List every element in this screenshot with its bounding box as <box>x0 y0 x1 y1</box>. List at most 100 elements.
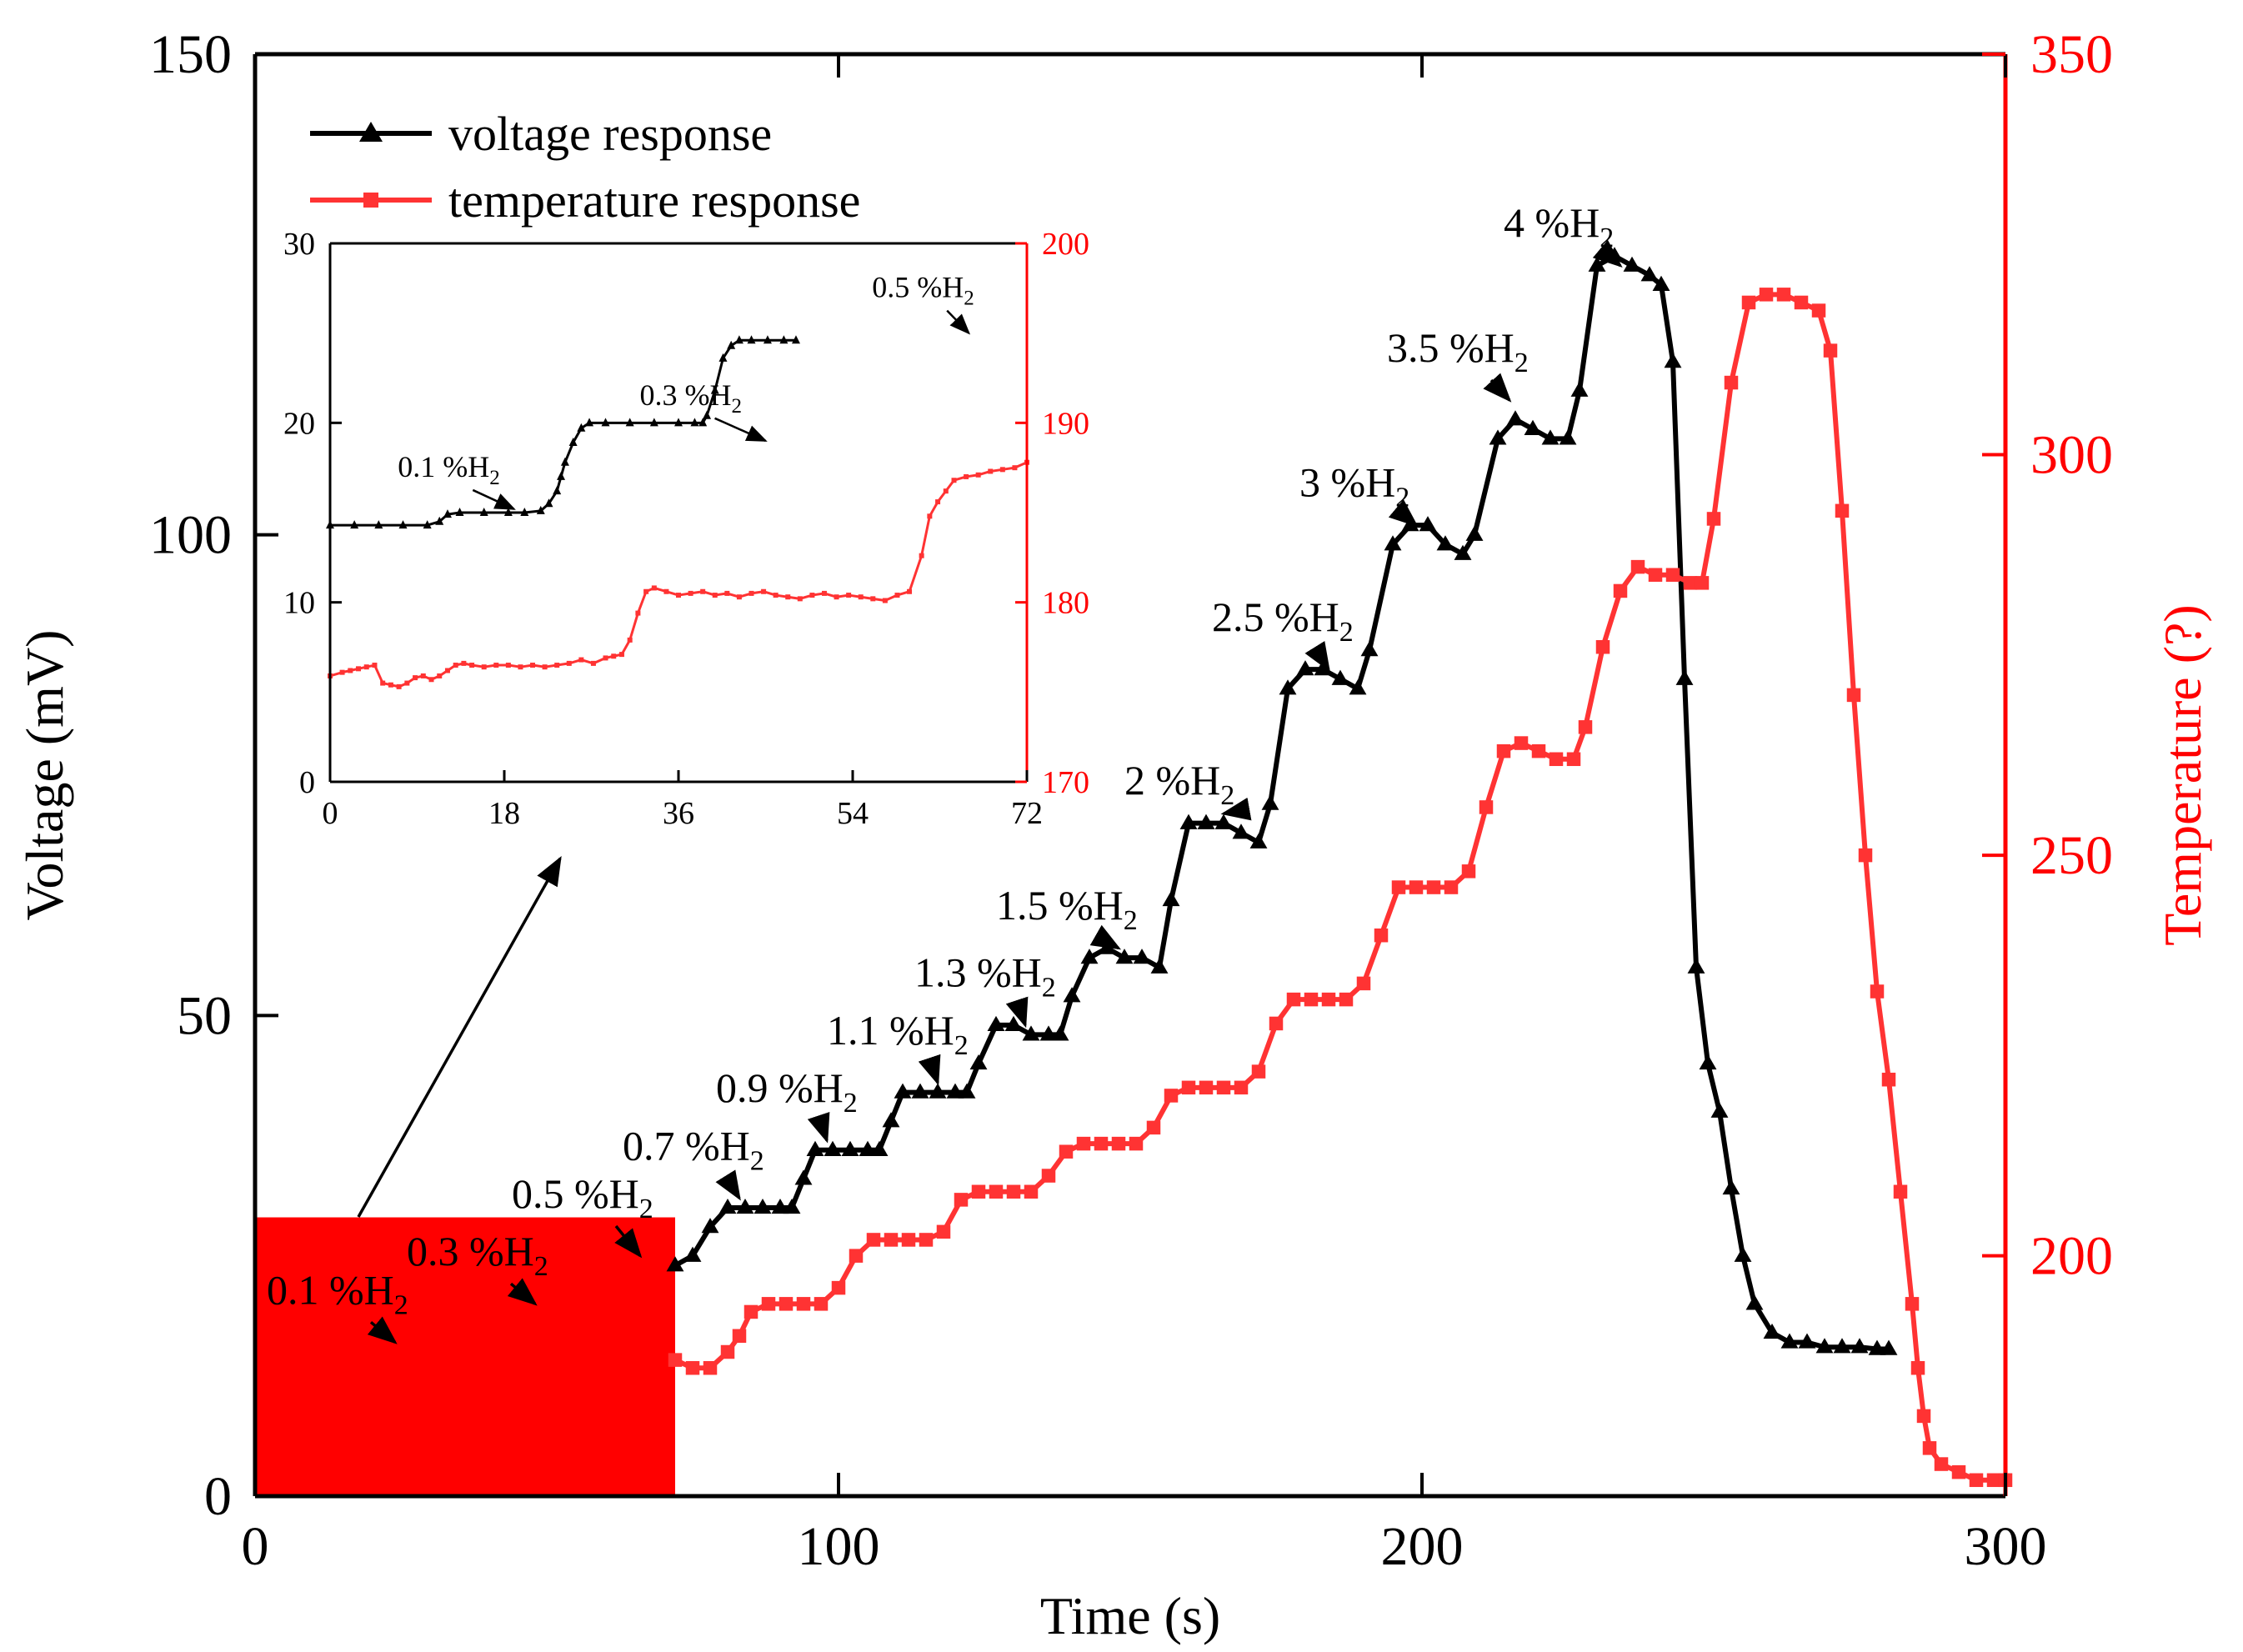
series-1-point <box>1496 743 1511 758</box>
inset-annotation-label: 0.3 %H2 <box>640 378 743 418</box>
series-0-point <box>882 1112 900 1128</box>
annotation-text: 0.3 %H <box>407 1228 534 1274</box>
series-0-point <box>1214 813 1233 829</box>
series-0-point <box>987 1015 1005 1032</box>
series-1-point <box>1665 568 1680 582</box>
inset-series-1-point <box>518 664 523 670</box>
inset-x-tick-label: 36 <box>663 796 694 831</box>
series-1-point <box>796 1297 811 1311</box>
series-0-point <box>1279 679 1297 695</box>
annotation-label: 2.5 %H2 <box>1212 593 1354 648</box>
series-0-point <box>1115 949 1134 964</box>
series-1-point <box>1391 880 1406 894</box>
legend-marker <box>363 193 378 208</box>
series-0-point <box>1349 679 1367 695</box>
series-1-point <box>1566 752 1581 767</box>
series-1-point <box>1234 1080 1249 1095</box>
inset-series-1-point <box>380 680 386 686</box>
annotation-text: 2 %H <box>1124 757 1220 803</box>
y-right-tick-label: 250 <box>2030 825 2113 886</box>
series-1-point <box>761 1297 776 1311</box>
series-0-point <box>1249 833 1268 849</box>
series-1-point <box>866 1233 881 1247</box>
inset-annotation-arrow <box>714 417 768 443</box>
series-1-point <box>1006 1184 1021 1199</box>
series-0-point <box>911 1083 929 1099</box>
inset-annotation-text: 0.1 %H <box>398 450 489 483</box>
inset-series-0-point <box>536 505 545 514</box>
inset-series-0-point <box>690 418 699 427</box>
series-0-point <box>1506 410 1525 426</box>
series-0-point <box>1080 949 1099 964</box>
inset-y-right-tick-label: 180 <box>1042 586 1089 621</box>
inset-series-0-point <box>435 516 444 525</box>
inset-series-1-point <box>919 553 924 558</box>
inset-series-1-point <box>444 668 450 673</box>
series-0-point <box>1763 1323 1781 1339</box>
series-1-point <box>1146 1120 1161 1135</box>
inset-series-1-point <box>618 652 624 658</box>
series-1-point <box>1578 720 1593 734</box>
annotation-arrow <box>1592 239 1623 268</box>
inset-series-0-point <box>710 385 719 394</box>
inset-series-1-point <box>611 653 617 659</box>
inset-series-0-point <box>585 418 594 427</box>
series-1-point <box>1630 559 1645 574</box>
inset-series-0-point <box>479 508 488 516</box>
series-0-point <box>1051 1025 1069 1041</box>
series-1-point <box>703 1360 718 1375</box>
series-1-point <box>1905 1297 1920 1311</box>
annotation-arrow <box>367 1316 398 1344</box>
inset-series-1-point <box>809 593 815 598</box>
series-0-point <box>1687 958 1705 974</box>
series-0-point <box>929 1083 947 1099</box>
annotation-label: 0.9 %H2 <box>716 1064 858 1119</box>
series-1-point <box>1759 288 1774 302</box>
series-1-point <box>814 1297 829 1311</box>
inset-series-1-point <box>907 588 913 594</box>
annotation-subscript: 2 <box>1042 973 1056 1004</box>
series-0-point <box>1699 1054 1717 1070</box>
inset-series-1-point <box>773 593 779 598</box>
series-1-point <box>1794 295 1809 310</box>
series-1-point <box>1269 1016 1284 1031</box>
inset-series-1-point <box>339 669 345 675</box>
inset-plot: 0.1 %H20.3 %H20.5 %H20 18 36 54 720102030170… <box>283 227 1089 831</box>
series-0-point <box>1833 1338 1851 1354</box>
x-axis-label: Time (s) <box>1040 1586 1220 1645</box>
inset-series-1-point <box>530 663 536 668</box>
inset-y-right-tick-label: 170 <box>1042 765 1089 800</box>
inset-series-1-point <box>481 664 487 670</box>
series-1-point <box>1111 1136 1126 1151</box>
series-0-point <box>841 1140 859 1156</box>
inset-series-0-point <box>374 520 383 529</box>
annotation-text: 4 %H <box>1504 199 1600 246</box>
y-right-axis-label: Temperature (?) <box>2153 604 2212 945</box>
series-1-point <box>1304 992 1319 1007</box>
series-1-point <box>1479 800 1494 814</box>
series-0-point <box>683 1246 702 1262</box>
inset-series-0-point <box>560 457 569 466</box>
main-plot: 0.1 %H20.3 %H20.5 %H20.7 %H20.9 %H21.1 %… <box>15 24 2212 1645</box>
series-1-point <box>1374 928 1389 943</box>
inset-series-1-point <box>469 663 475 668</box>
series-0-point <box>1640 266 1659 282</box>
inset-series-1-point <box>643 588 649 594</box>
inset-series-0-point <box>791 335 800 344</box>
series-0-point <box>1652 275 1670 291</box>
inset-series-1-point <box>627 637 633 643</box>
series-0-point <box>1360 641 1379 657</box>
annotation-text: 0.5 %H <box>512 1170 639 1217</box>
annotation-subscript: 2 <box>844 1088 858 1119</box>
series-0-point <box>1623 256 1641 272</box>
series-0-point <box>1559 429 1577 445</box>
series-1-point <box>1870 984 1885 999</box>
annotation-label: 0.7 %H2 <box>623 1122 764 1176</box>
inset-series-0-point <box>763 335 772 344</box>
series-1-point <box>1695 576 1710 590</box>
series-1-point <box>743 1304 759 1319</box>
series-1-point <box>1858 848 1873 863</box>
series-0-point <box>824 1140 842 1156</box>
series-1-point <box>1549 752 1564 767</box>
series-1-point <box>1706 512 1721 526</box>
